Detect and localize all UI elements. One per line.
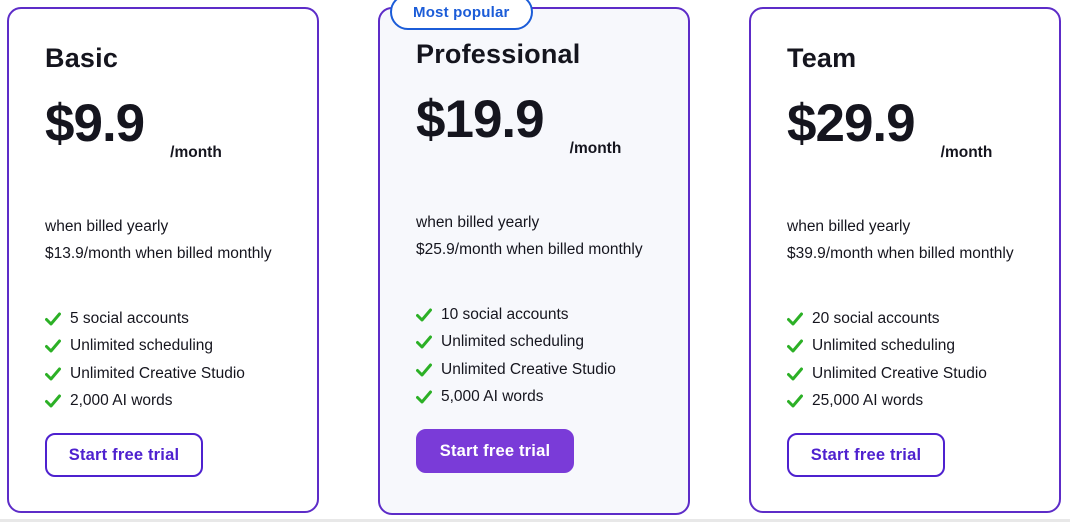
billing-info: when billed yearly $13.9/month when bill… xyxy=(45,213,281,267)
feature-item: 25,000 AI words xyxy=(787,388,1023,416)
feature-item: Unlimited Creative Studio xyxy=(787,360,1023,388)
start-free-trial-button[interactable]: Start free trial xyxy=(416,429,574,473)
feature-item: 5,000 AI words xyxy=(416,384,652,412)
check-icon xyxy=(416,334,432,350)
feature-item: 20 social accounts xyxy=(787,305,1023,333)
feature-label: 5 social accounts xyxy=(70,309,189,327)
feature-label: Unlimited scheduling xyxy=(812,337,956,355)
billing-yearly: when billed yearly xyxy=(45,218,169,235)
feature-item: Unlimited scheduling xyxy=(45,333,281,361)
feature-label: Unlimited Creative Studio xyxy=(441,360,616,378)
check-icon xyxy=(787,338,803,354)
pricing-card-professional: Most popular Professional $19.9 /month w… xyxy=(378,0,690,515)
feature-label: Unlimited scheduling xyxy=(70,337,214,355)
feature-item: Unlimited Creative Studio xyxy=(416,356,652,384)
check-icon xyxy=(787,311,803,327)
billing-monthly: $13.9/month when billed monthly xyxy=(45,245,272,262)
price-row: $29.9 /month xyxy=(787,94,1023,162)
plan-price: $9.9 xyxy=(45,94,145,153)
check-icon xyxy=(787,393,803,409)
window-bottom-edge xyxy=(0,519,1070,522)
billing-info: when billed yearly $39.9/month when bill… xyxy=(787,213,1023,267)
feature-list: 10 social accounts Unlimited scheduling … xyxy=(416,301,652,411)
feature-list: 5 social accounts Unlimited scheduling U… xyxy=(45,305,281,415)
feature-label: 10 social accounts xyxy=(441,305,569,323)
feature-label: 25,000 AI words xyxy=(812,392,924,410)
price-period: /month xyxy=(170,144,222,161)
price-period: /month xyxy=(569,140,622,157)
check-icon xyxy=(787,366,803,382)
feature-label: 20 social accounts xyxy=(812,309,940,327)
billing-monthly: $39.9/month when billed monthly xyxy=(787,245,1014,262)
feature-item: 5 social accounts xyxy=(45,305,281,333)
feature-list: 20 social accounts Unlimited scheduling … xyxy=(787,305,1023,415)
most-popular-badge: Most popular xyxy=(390,0,533,30)
feature-item: Unlimited scheduling xyxy=(787,333,1023,361)
pricing-card-team: Team $29.9 /month when billed yearly $39… xyxy=(749,7,1061,513)
billing-yearly: when billed yearly xyxy=(787,218,911,235)
plan-price: $19.9 xyxy=(416,90,545,149)
check-icon xyxy=(45,311,61,327)
plan-price: $29.9 xyxy=(787,94,916,153)
plan-name: Team xyxy=(787,43,857,73)
start-free-trial-button[interactable]: Start free trial xyxy=(787,433,945,477)
check-icon xyxy=(416,362,432,378)
feature-label: 5,000 AI words xyxy=(441,388,544,406)
feature-label: Unlimited Creative Studio xyxy=(812,364,987,382)
feature-label: Unlimited Creative Studio xyxy=(70,364,245,382)
price-row: $19.9 /month xyxy=(416,90,652,158)
check-icon xyxy=(45,366,61,382)
pricing-cards-row: Basic $9.9 /month when billed yearly $13… xyxy=(7,0,1061,515)
billing-yearly: when billed yearly xyxy=(416,214,540,231)
plan-name: Professional xyxy=(416,39,581,69)
check-icon xyxy=(416,389,432,405)
feature-item: Unlimited scheduling xyxy=(416,329,652,357)
feature-item: 2,000 AI words xyxy=(45,388,281,416)
check-icon xyxy=(45,393,61,409)
check-icon xyxy=(45,338,61,354)
plan-name: Basic xyxy=(45,43,119,73)
billing-monthly: $25.9/month when billed monthly xyxy=(416,241,643,258)
pricing-card-basic: Basic $9.9 /month when billed yearly $13… xyxy=(7,7,319,513)
feature-label: 2,000 AI words xyxy=(70,392,173,410)
feature-item: Unlimited Creative Studio xyxy=(45,360,281,388)
billing-info: when billed yearly $25.9/month when bill… xyxy=(416,209,652,263)
start-free-trial-button[interactable]: Start free trial xyxy=(45,433,203,477)
price-row: $9.9 /month xyxy=(45,94,281,162)
feature-label: Unlimited scheduling xyxy=(441,333,585,351)
price-period: /month xyxy=(940,144,993,161)
feature-item: 10 social accounts xyxy=(416,301,652,329)
check-icon xyxy=(416,307,432,323)
